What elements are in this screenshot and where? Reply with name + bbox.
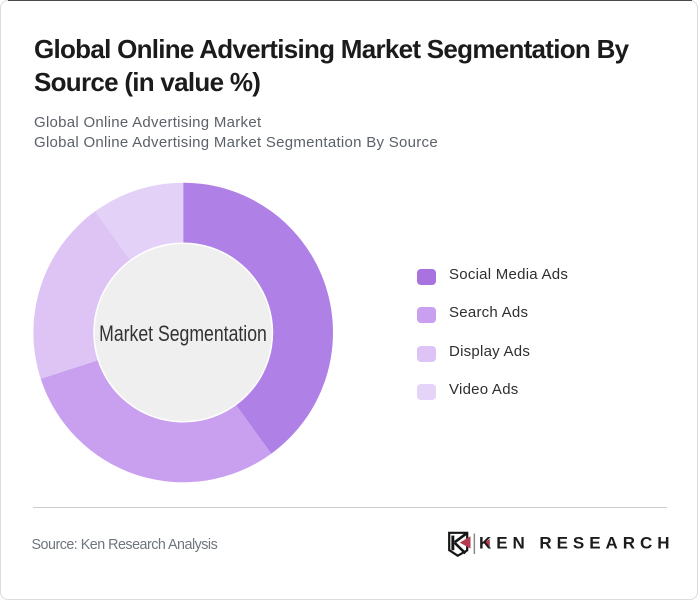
svg-text:KEN RESEARCH: KEN RESEARCH <box>479 533 674 552</box>
